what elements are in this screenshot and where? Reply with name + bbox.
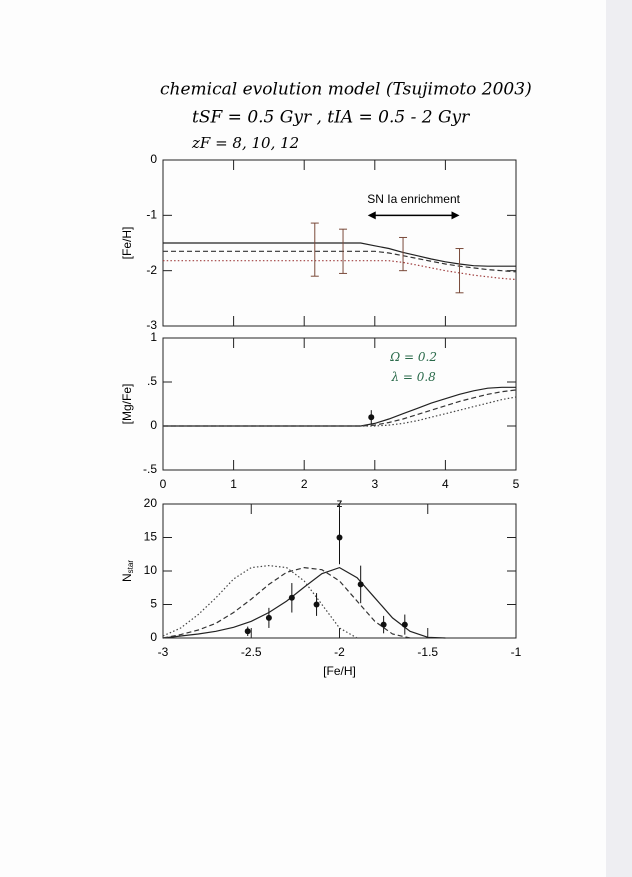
y-tick-label: 5 — [150, 597, 157, 611]
error-point — [336, 510, 343, 565]
data-point — [380, 621, 387, 628]
annotation: Ω = 0.2 — [389, 350, 437, 364]
error-point — [339, 228, 348, 274]
x-tick-label: 1 — [230, 477, 237, 491]
header-line: tSF = 0.5 Gyr , tIA = 0.5 - 2 Gyr — [192, 108, 470, 128]
data-point — [265, 614, 272, 621]
y-axis-label-main: N — [120, 573, 134, 582]
data-point — [401, 621, 408, 628]
error-point — [455, 248, 464, 294]
y-tick-label: -.5 — [143, 462, 157, 476]
paper — [0, 0, 606, 877]
data-point — [336, 534, 343, 541]
y-tick-label: 1 — [150, 330, 157, 344]
series-line — [163, 260, 517, 281]
error-point — [265, 607, 272, 628]
y-tick-label: 15 — [144, 530, 158, 544]
data-point — [357, 581, 364, 588]
error-point — [244, 626, 251, 636]
header-line: chemical evolution model (Tsujimoto 2003… — [160, 80, 532, 100]
series-line — [162, 566, 446, 639]
header-line: zF = 8, 10, 12 — [191, 134, 299, 152]
error-point — [401, 614, 408, 635]
y-axis-label: [Fe/H] — [120, 227, 134, 260]
error-point — [288, 583, 295, 613]
y-tick-label: .5 — [147, 374, 157, 388]
x-tick-label: 5 — [513, 477, 520, 491]
series-line — [162, 566, 411, 639]
x-tick-label: -2 — [334, 645, 345, 659]
x-tick-label: -3 — [158, 645, 169, 659]
x-tick-label: 0 — [160, 477, 167, 491]
y-tick-label: -3 — [146, 318, 157, 332]
y-axis-label: Nstar — [120, 560, 135, 582]
x-tick-label: 3 — [371, 477, 378, 491]
data-point — [368, 414, 375, 421]
x-tick-label: 4 — [442, 477, 449, 491]
y-axis-label: [Mg/Fe] — [120, 384, 134, 425]
series-line — [162, 564, 358, 639]
error-point — [399, 236, 408, 272]
y-tick-label: 10 — [144, 563, 158, 577]
error-point — [380, 615, 387, 634]
y-tick-label: -2 — [146, 263, 157, 277]
series-line — [163, 396, 517, 427]
x-tick-label: -1.5 — [417, 645, 438, 659]
y-axis-label-sub: star — [126, 560, 135, 574]
data-point — [288, 594, 295, 601]
y-tick-label: 0 — [150, 418, 157, 432]
data-point — [313, 601, 320, 608]
data-point — [244, 628, 251, 635]
error-point — [357, 565, 364, 604]
error-point — [368, 410, 375, 425]
x-axis-label: [Fe/H] — [323, 664, 356, 678]
x-tick-label: 2 — [301, 477, 308, 491]
annotation: SN Ia enrichment — [367, 192, 460, 206]
error-point — [313, 593, 320, 616]
y-axis-label-main: [Mg/Fe] — [120, 384, 134, 425]
annotation: λ = 0.8 — [390, 370, 436, 384]
x-axis-label: z — [337, 496, 343, 510]
error-point — [310, 222, 319, 277]
y-tick-label: -1 — [146, 208, 157, 222]
y-tick-label: 0 — [150, 152, 157, 166]
y-tick-label: 0 — [150, 630, 157, 644]
y-tick-label: 20 — [144, 496, 158, 510]
x-tick-label: -2.5 — [241, 645, 262, 659]
x-tick-label: -1 — [511, 645, 522, 659]
y-axis-label-main: [Fe/H] — [120, 227, 134, 260]
series-line — [163, 242, 516, 267]
plot-frame — [162, 337, 517, 471]
